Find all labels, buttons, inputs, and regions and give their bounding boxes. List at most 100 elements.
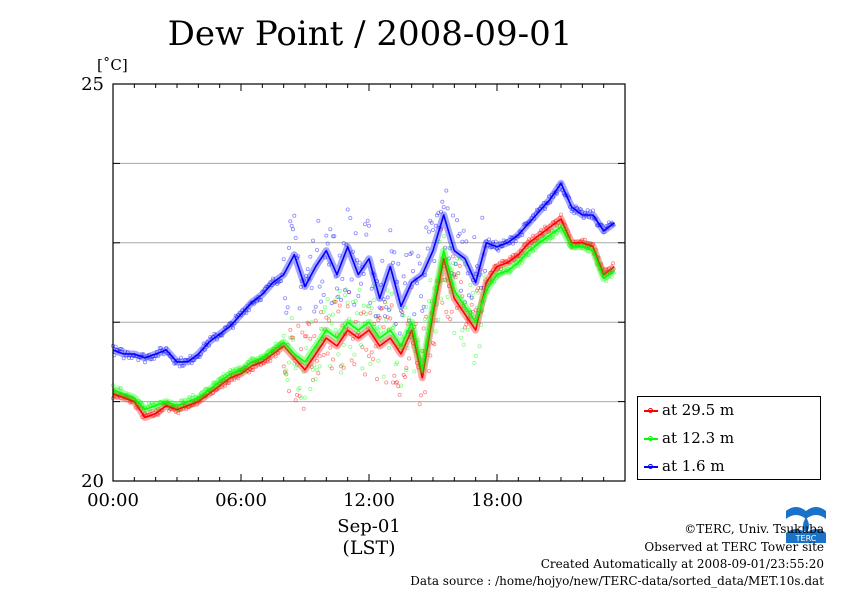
sample-point bbox=[356, 330, 361, 335]
sample-point bbox=[265, 359, 270, 364]
sample-point bbox=[189, 361, 194, 366]
x-tick-label: 06:00 bbox=[215, 490, 267, 511]
sample-point bbox=[555, 191, 560, 196]
sample-point bbox=[156, 406, 161, 411]
sample-point bbox=[421, 326, 426, 331]
sample-point bbox=[456, 234, 461, 239]
sample-point bbox=[553, 232, 558, 237]
sample-point bbox=[365, 325, 370, 330]
sample-point bbox=[445, 206, 450, 211]
sample-point bbox=[531, 213, 536, 218]
sample-point bbox=[217, 376, 222, 381]
sample-point bbox=[310, 367, 315, 372]
sample-point bbox=[406, 318, 411, 323]
scatter-points bbox=[111, 181, 616, 420]
sample-point bbox=[404, 368, 409, 373]
sample-point bbox=[381, 374, 386, 379]
sample-point bbox=[358, 281, 363, 286]
sample-point bbox=[402, 281, 407, 286]
sample-point bbox=[458, 288, 463, 293]
sample-point bbox=[292, 361, 297, 366]
x-tick-label: 00:00 bbox=[87, 490, 139, 511]
sample-point bbox=[525, 222, 530, 227]
sample-point bbox=[249, 367, 254, 372]
sample-point bbox=[220, 333, 225, 338]
sample-point bbox=[278, 278, 283, 283]
sample-point bbox=[180, 398, 185, 403]
sample-point bbox=[336, 352, 341, 357]
sample-point bbox=[376, 313, 381, 318]
sample-point bbox=[188, 395, 193, 400]
sample-point bbox=[314, 358, 319, 363]
sample-point bbox=[320, 327, 325, 332]
sample-point bbox=[316, 371, 321, 376]
sample-point bbox=[378, 306, 383, 311]
sample-point bbox=[438, 209, 443, 214]
sample-point bbox=[501, 265, 506, 270]
sample-point bbox=[361, 303, 366, 308]
sample-point bbox=[436, 317, 441, 322]
sample-point bbox=[296, 254, 301, 259]
sample-point bbox=[346, 317, 351, 322]
sample-point bbox=[246, 370, 251, 375]
sample-point bbox=[296, 387, 301, 392]
sample-point bbox=[301, 406, 306, 411]
sample-point bbox=[300, 330, 305, 335]
sample-point bbox=[301, 369, 306, 374]
sample-point bbox=[433, 318, 438, 323]
sample-point bbox=[361, 271, 366, 276]
sample-point bbox=[201, 341, 206, 346]
sample-point bbox=[390, 380, 395, 385]
sample-point bbox=[281, 333, 286, 338]
sample-point bbox=[386, 307, 391, 312]
sample-point bbox=[318, 310, 323, 315]
sample-point bbox=[510, 253, 515, 258]
sample-point bbox=[416, 254, 421, 259]
sample-point bbox=[326, 262, 331, 267]
sample-point bbox=[284, 368, 289, 373]
sample-point bbox=[252, 301, 257, 306]
sample-point bbox=[581, 215, 586, 220]
sample-point bbox=[597, 222, 602, 227]
sample-point bbox=[229, 322, 234, 327]
sample-point bbox=[456, 271, 461, 276]
sample-point bbox=[120, 347, 125, 352]
sample-point bbox=[129, 355, 134, 360]
sample-point bbox=[604, 279, 609, 284]
sample-point bbox=[388, 306, 393, 311]
axis-ticks bbox=[112, 83, 626, 482]
sample-point bbox=[389, 249, 394, 254]
sample-point bbox=[482, 268, 487, 273]
sample-point bbox=[342, 288, 347, 293]
sample-point bbox=[508, 269, 513, 274]
sample-point bbox=[266, 354, 271, 359]
sample-point bbox=[401, 274, 406, 279]
sample-point bbox=[284, 310, 289, 315]
sample-point bbox=[369, 350, 374, 355]
sample-point bbox=[142, 360, 147, 365]
footer-copyright: ©TERC, Univ. Tsukuba bbox=[684, 522, 824, 536]
sample-point bbox=[366, 223, 371, 228]
sample-point bbox=[325, 297, 330, 302]
sample-point bbox=[314, 367, 319, 372]
sample-point bbox=[468, 282, 473, 287]
sample-point bbox=[336, 309, 341, 314]
sample-point bbox=[369, 306, 374, 311]
sample-point bbox=[464, 322, 469, 327]
sample-point bbox=[389, 303, 394, 308]
sample-point bbox=[466, 293, 471, 298]
sample-point bbox=[272, 346, 277, 351]
sample-point bbox=[304, 273, 309, 278]
sample-point bbox=[309, 364, 314, 369]
x-tick-label: 12:00 bbox=[343, 490, 395, 511]
sample-point bbox=[575, 205, 580, 210]
sample-point bbox=[226, 380, 231, 385]
sample-point bbox=[607, 220, 612, 225]
sample-point bbox=[537, 237, 542, 242]
series-line bbox=[112, 226, 615, 411]
sample-point bbox=[402, 305, 407, 310]
sample-point bbox=[349, 320, 354, 325]
sample-point bbox=[296, 323, 301, 328]
sample-point bbox=[591, 241, 596, 246]
sample-point bbox=[274, 345, 279, 350]
